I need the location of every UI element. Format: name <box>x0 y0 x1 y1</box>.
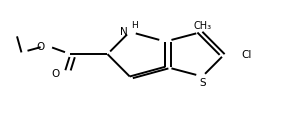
Text: CH₃: CH₃ <box>193 21 212 30</box>
Text: H: H <box>131 21 138 30</box>
Text: S: S <box>199 77 206 87</box>
Text: N: N <box>120 27 128 37</box>
Text: Cl: Cl <box>241 50 251 60</box>
Text: O: O <box>51 68 59 78</box>
Text: O: O <box>36 41 45 51</box>
